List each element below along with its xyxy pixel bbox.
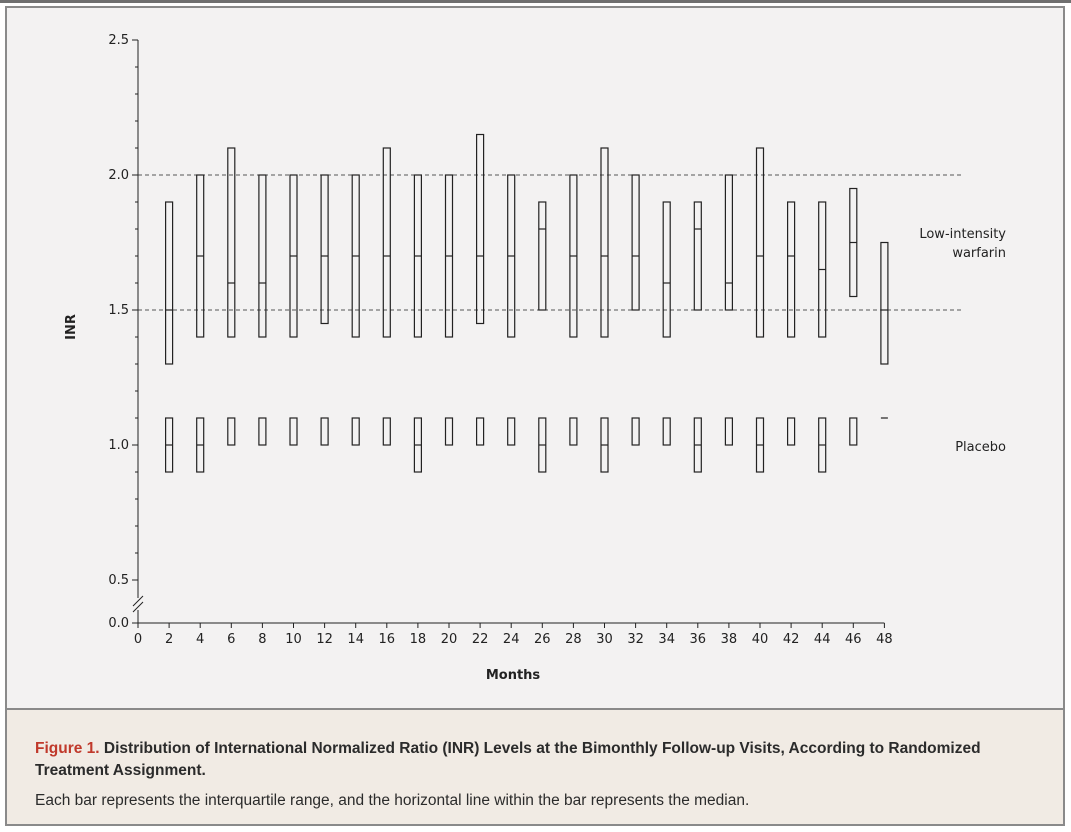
x-tick-label: 6 [227,632,235,647]
x-tick-label: 8 [258,632,266,647]
iqr-bar [258,174,267,338]
x-tick-label: 16 [379,632,396,647]
iqr-bar [662,417,671,446]
iqr-bar [600,147,609,338]
x-tick-label: 18 [410,632,427,647]
series-label: Placebo [955,440,1006,455]
y-tick-label: 2.0 [108,168,129,183]
x-tick-label: 36 [690,632,707,647]
iqr-bar [165,201,174,365]
reference-lines [138,174,962,311]
iqr-bar [507,417,516,446]
iqr-bar [662,201,671,338]
y-axis-title: INR [64,314,79,340]
caption-text: Each bar represents the interquartile ra… [35,792,750,809]
x-tick-label: 20 [441,632,458,647]
series-label: Low-intensity [919,227,1006,242]
x-tick-label: 40 [752,632,769,647]
iqr-bar [227,147,236,338]
y-tick-label: 0.5 [108,573,129,588]
iqr-bar [693,201,702,311]
iqr-bar [258,417,267,446]
x-tick-label: 28 [565,632,582,647]
x-tick-label: 48 [876,632,893,647]
x-tick-label: 42 [783,632,800,647]
iqr-bar [631,174,640,311]
x-tick-label: 32 [627,632,644,647]
x-tick-label: 0 [134,632,142,647]
x-tick-label: 4 [196,632,204,647]
figure-label: Figure 1. [35,740,100,757]
x-tick-label: 24 [503,632,520,647]
axis-break-mark [132,595,144,607]
y-tick-label: 1.5 [108,303,129,318]
series-0 [165,133,889,365]
x-tick-label: 34 [658,632,675,647]
iqr-bar [351,417,360,446]
x-tick-label: 2 [165,632,173,647]
bars [165,133,889,473]
y-tick-label: 2.5 [108,33,129,48]
iqr-bar [320,417,329,446]
iqr-bar [755,147,765,338]
y-tick-label: 0.0 [108,616,129,631]
iqr-bar [476,417,485,446]
iqr-bar [382,147,391,338]
axes: 0.00.51.01.52.02.50 2 4 6 8 10 12 14 16 18 20 22 24 2… [108,33,892,647]
series-label: warfarin [952,246,1006,261]
figure-panel [5,6,1065,826]
x-tick-label: 22 [472,632,489,647]
iqr-bar [444,417,454,446]
series-1 [165,417,888,473]
x-tick-label: 12 [316,632,333,647]
caption-divider [7,708,1063,710]
caption-title: Figure 1. Distribution of International … [35,738,1035,782]
x-tick-label: 46 [845,632,862,647]
iqr-bar [786,417,796,446]
iqr-bar [476,133,485,325]
caption-title-text: Distribution of International Normalized… [35,740,981,779]
iqr-bar [382,417,391,446]
iqr-bar [289,417,298,446]
iqr-bar [569,417,578,446]
iqr-bar [786,201,796,338]
x-tick-label: 14 [347,632,364,647]
axis-break-mark [132,601,144,613]
iqr-bar [724,174,734,311]
iqr-bar [631,417,640,446]
labels: Low-intensity warfarin Placebo [919,227,1006,455]
iqr-bar [880,241,889,365]
caption-box: Figure 1. Distribution of International … [5,708,1065,826]
iqr-bar [538,201,547,311]
x-tick-label: 38 [721,632,738,647]
x-axis-title: Months [486,668,541,683]
iqr-bar [849,417,858,446]
inr-chart: 0.00.51.01.52.02.50 2 4 6 8 10 12 14 16 18 20 22 24 2… [64,33,1006,683]
iqr-bar [227,417,236,446]
iqr-bar [320,174,329,325]
x-tick-label: 26 [534,632,551,647]
x-tick-label: 10 [285,632,302,647]
top-rule [0,0,1071,3]
y-tick-label: 1.0 [108,438,129,453]
x-tick-label: 30 [596,632,613,647]
x-tick-label: 44 [814,632,831,647]
iqr-bar [724,417,734,446]
